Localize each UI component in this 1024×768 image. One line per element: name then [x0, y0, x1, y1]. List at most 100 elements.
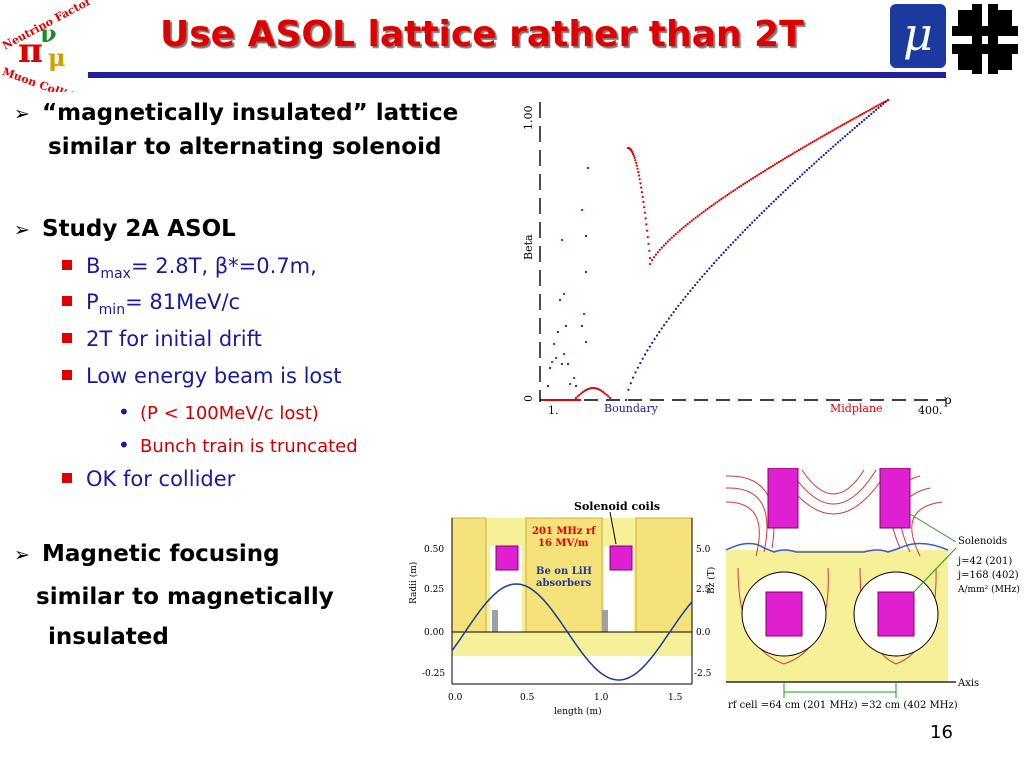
rf-cell-lattice-plot: Solenoid coils 201 MHz rf 16 MV/m Be on …	[408, 500, 717, 717]
scatter-point	[546, 384, 550, 388]
midplane-point	[600, 389, 603, 392]
boundary-point	[736, 236, 739, 239]
midplane-point	[708, 206, 711, 209]
midplane-point	[692, 218, 695, 221]
boundary-point	[727, 246, 730, 249]
midplane-point	[672, 234, 675, 237]
arrow-bullet-icon: ➢	[14, 219, 30, 241]
label-solenoid-coils: Solenoid coils	[574, 500, 660, 513]
title-divider	[88, 72, 946, 78]
boundary-point	[808, 166, 811, 169]
boundary-point	[744, 228, 747, 231]
solenoid-coil-left	[495, 545, 519, 571]
midplane-point	[857, 115, 860, 118]
page-number: 16	[930, 722, 953, 743]
midplane-point	[730, 191, 733, 194]
boundary-point	[863, 118, 866, 121]
bullet-1-line2: similar to alternating solenoid	[48, 134, 442, 160]
slide-title: Use ASOL lattice rather than 2T	[160, 14, 804, 55]
y-axis-label-left: Radii (m)	[408, 562, 419, 604]
boundary-point	[739, 233, 742, 236]
boundary-point	[822, 154, 825, 157]
boundary-point	[770, 202, 773, 205]
midplane-point	[829, 130, 832, 133]
boundary-point	[641, 357, 644, 360]
boundary-point	[851, 129, 854, 132]
midplane-point	[728, 192, 731, 195]
midplane-point	[605, 393, 608, 396]
scatter-point	[564, 324, 568, 328]
midplane-point	[648, 249, 651, 252]
boundary-point	[815, 160, 818, 163]
boundary-curve	[725, 542, 949, 553]
scatter-point	[574, 384, 578, 388]
boundary-point	[825, 151, 828, 154]
midplane-point	[873, 106, 876, 109]
boundary-point	[810, 164, 813, 167]
boundary-point	[708, 267, 711, 270]
midplane-point	[827, 131, 830, 134]
sub-bullet-drift: 2T for initial drift	[62, 327, 262, 351]
midplane-point	[595, 387, 598, 390]
xtick-right: 400.	[918, 404, 943, 417]
boundary-point	[658, 330, 661, 334]
scatter-point	[580, 324, 584, 328]
midplane-point	[785, 156, 788, 159]
boundary-point	[644, 353, 647, 356]
midplane-point	[867, 109, 870, 112]
scatter-point	[562, 352, 566, 356]
midplane-point	[750, 178, 753, 181]
midplane-point	[648, 262, 652, 266]
ytick-right-0: 5.0	[696, 545, 711, 555]
boundary-point	[836, 141, 840, 144]
midplane-point	[752, 177, 755, 180]
solenoid-bottom-right	[877, 591, 915, 637]
boundary-point	[648, 345, 651, 348]
midplane-point	[710, 204, 713, 208]
midplane-point	[877, 104, 880, 107]
midplane-point	[775, 162, 778, 165]
midplane-point	[586, 388, 589, 391]
boundary-point	[665, 320, 668, 323]
boundary-point	[794, 180, 797, 183]
midplane-point	[787, 154, 790, 158]
midplane-point	[642, 200, 645, 203]
ytick-right-1: 2.5	[696, 585, 711, 595]
scatter-point	[560, 238, 564, 242]
midplane-point	[809, 142, 812, 145]
midplane-point	[847, 120, 850, 123]
boundary-point	[872, 110, 875, 113]
scatter-point	[566, 362, 570, 366]
boundary-point	[667, 317, 670, 320]
boundary-point	[751, 221, 754, 224]
boundary-point	[784, 189, 787, 192]
midplane-point	[813, 139, 816, 142]
midplane-point	[578, 398, 582, 402]
boundary-point	[798, 175, 801, 178]
boundary-point	[848, 131, 851, 134]
solenoid-field-map: Solenoids j=42 (201) j=168 (402) A/mm² (…	[725, 468, 1020, 711]
rf-cavity-left	[451, 517, 487, 633]
boundary-point	[834, 143, 837, 146]
midplane-point	[758, 173, 761, 176]
boundary-point	[841, 137, 844, 140]
midplane-point	[646, 236, 649, 239]
scatter-point	[548, 366, 552, 370]
midplane-point	[632, 152, 635, 156]
midplane-point	[791, 152, 794, 155]
midplane-point	[634, 159, 637, 162]
midplane-point	[588, 387, 591, 390]
boundary-point	[717, 256, 720, 259]
scatter-point	[586, 166, 590, 170]
midplane-point	[698, 213, 701, 216]
midplane-point	[716, 200, 719, 203]
midplane-point	[648, 256, 652, 260]
pointer-line	[909, 513, 957, 543]
midplane-point	[704, 209, 707, 212]
midplane-point	[841, 123, 844, 127]
midplane-point	[740, 184, 743, 187]
midplane-point	[632, 154, 635, 157]
boundary-point	[720, 254, 723, 257]
label-abs-1: Be on LiH	[536, 566, 592, 577]
midplane-point	[769, 165, 773, 168]
